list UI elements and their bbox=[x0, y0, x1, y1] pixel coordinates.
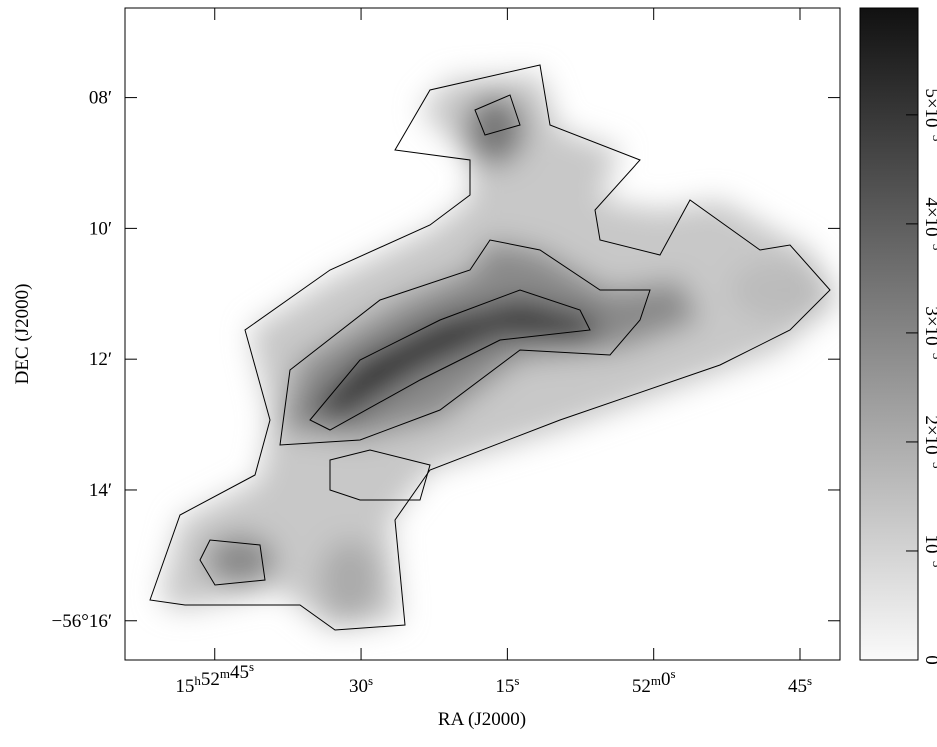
x-tick-label: 15h52m45s bbox=[175, 659, 254, 697]
colorbar-tick-label: 5×10−3 bbox=[921, 88, 937, 141]
y-tick-label: 12′ bbox=[89, 349, 112, 370]
y-tick-label: −56°16′ bbox=[52, 611, 112, 632]
y-tick-label: 10′ bbox=[89, 218, 112, 239]
colorbar-tick-label: 2×10−3 bbox=[921, 415, 937, 468]
colorbar-tick-label: 0 bbox=[921, 655, 937, 665]
colorbar bbox=[859, 7, 919, 661]
x-axis-label: RA (J2000) bbox=[438, 709, 526, 730]
x-tick-label: 45s bbox=[788, 673, 812, 697]
colorbar-tick-label: 10−3 bbox=[921, 535, 937, 568]
colorbar-tick-label: 3×10−3 bbox=[921, 306, 937, 359]
x-tick-label: 30s bbox=[349, 673, 373, 697]
x-tick-label: 15s bbox=[495, 673, 519, 697]
y-tick-label: 08′ bbox=[89, 88, 112, 109]
plot-frame bbox=[124, 7, 841, 661]
x-tick-label: 52m0s bbox=[632, 666, 676, 697]
colorbar-tick-label: 4×10−3 bbox=[921, 197, 937, 250]
y-axis-label: DEC (J2000) bbox=[12, 284, 33, 385]
y-tick-label: 14′ bbox=[89, 480, 112, 501]
intensity-image bbox=[149, 64, 840, 631]
